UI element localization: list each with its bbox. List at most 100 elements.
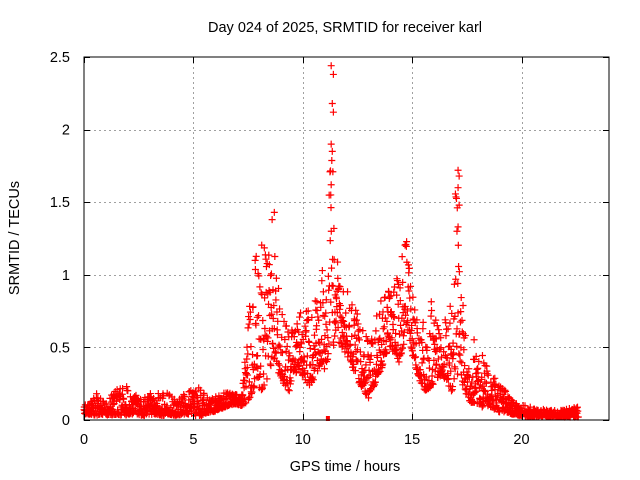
data-point [245, 378, 253, 386]
data-point [249, 303, 257, 311]
data-point [449, 383, 457, 391]
data-point [400, 340, 408, 348]
data-point [356, 348, 364, 356]
data-point [246, 316, 254, 324]
data-point [446, 319, 454, 327]
data-point [240, 384, 248, 392]
data-point [488, 387, 496, 395]
data-point [318, 335, 326, 343]
data-point [407, 282, 415, 290]
data-point [300, 357, 308, 365]
data-point [366, 358, 374, 366]
data-point [481, 378, 489, 386]
data-point [464, 372, 472, 380]
data-point [255, 312, 263, 320]
y-tick-label: 0 [62, 413, 70, 429]
data-point [352, 316, 360, 324]
data-point [252, 363, 260, 371]
data-point [456, 357, 464, 365]
data-point [444, 325, 452, 333]
data-point [261, 294, 269, 302]
data-point [305, 338, 313, 346]
data-point [402, 311, 410, 319]
x-tick-labels: 0 5 10 15 20 [80, 432, 530, 448]
data-point [324, 350, 332, 358]
data-point [359, 368, 367, 376]
data-point [371, 378, 379, 386]
data-point [280, 317, 288, 325]
data-point [403, 238, 411, 246]
data-point [254, 352, 262, 360]
data-point [271, 252, 279, 260]
data-point [330, 224, 338, 232]
data-point [362, 333, 370, 341]
data-point [454, 166, 462, 174]
data-point [339, 317, 347, 325]
data-point [272, 274, 280, 282]
data-point [354, 320, 362, 328]
data-point [276, 343, 284, 351]
data-point [267, 270, 275, 278]
data-point [102, 400, 110, 408]
data-point [454, 241, 462, 249]
data-point [239, 391, 247, 399]
data-point [314, 367, 322, 375]
data-point [259, 345, 267, 353]
data-point [458, 316, 466, 324]
x-tick-label: 20 [513, 432, 529, 448]
data-point [427, 298, 435, 306]
data-point [376, 334, 384, 342]
y-tick-label: 1 [62, 268, 70, 284]
data-point [330, 318, 338, 326]
data-point [473, 365, 481, 373]
data-point [309, 376, 317, 384]
y-tick-labels: 0 0.5 1 1.5 2 2.5 [50, 50, 70, 429]
chart-title: Day 024 of 2025, SRMTID for receiver kar… [208, 20, 482, 36]
data-point [245, 320, 253, 328]
data-point [433, 322, 441, 330]
data-point [502, 387, 510, 395]
data-point [362, 361, 370, 369]
data-point [246, 393, 254, 401]
data-point [386, 293, 394, 301]
data-point [259, 385, 266, 393]
data-point [119, 384, 127, 392]
data-point [453, 342, 461, 350]
data-point [344, 288, 352, 296]
data-point [372, 327, 380, 335]
data-point [383, 317, 391, 325]
data-point [245, 394, 253, 402]
data-point [301, 322, 309, 330]
data-point [263, 375, 271, 383]
data-point [310, 331, 318, 339]
data-point [408, 321, 416, 329]
data-point [381, 314, 389, 322]
data-point [181, 393, 189, 401]
data-point [396, 297, 404, 305]
data-point [260, 336, 268, 344]
data-point [404, 261, 412, 269]
data-point [471, 355, 479, 363]
data-point [318, 277, 326, 285]
data-point [120, 395, 128, 403]
data-point [425, 364, 433, 372]
data-point [478, 352, 486, 360]
data-point [296, 343, 304, 351]
data-point [450, 375, 458, 383]
data-point [398, 253, 406, 261]
data-point [443, 354, 451, 362]
data-point [329, 168, 337, 176]
data-point [436, 345, 444, 353]
plot-frame [83, 56, 610, 421]
data-point [329, 70, 337, 78]
data-point [264, 334, 272, 342]
data-point [400, 328, 408, 336]
data-point [446, 302, 454, 310]
data-point [284, 356, 292, 364]
data-point [259, 316, 267, 324]
data-point [251, 256, 259, 264]
data-point [260, 244, 268, 252]
data-point [275, 341, 283, 349]
data-point [308, 313, 316, 321]
data-point [328, 264, 336, 272]
